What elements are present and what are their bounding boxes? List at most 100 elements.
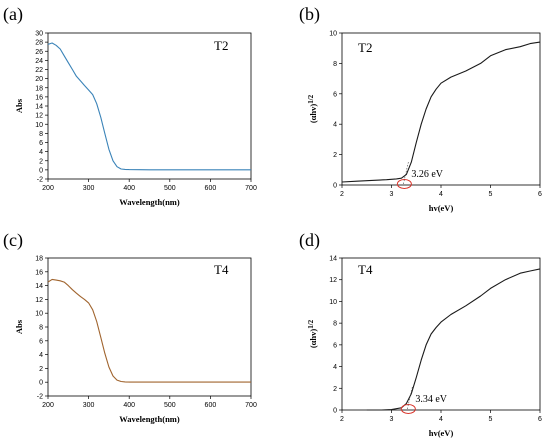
x-tick-label: 700: [245, 402, 257, 409]
data-series-line: [366, 268, 541, 411]
x-tick-label: 5: [489, 191, 493, 198]
x-tick-label: 4: [439, 191, 443, 198]
x-axis-title: Wavelength(nm): [119, 414, 180, 424]
y-tick-label: 4: [39, 149, 43, 156]
x-tick-label: 300: [83, 185, 95, 192]
y-tick-label: 4: [333, 364, 337, 371]
y-tick-label: 6: [39, 338, 43, 345]
y-tick-label: 0: [39, 167, 43, 174]
y-tick-label: 10: [35, 122, 43, 129]
chart-panel-c: (c) 200 300 400 500 600 700 -2 0 2 4 6 8 10 12 14 16 18 Wa…: [3, 230, 257, 424]
plot-frame: [341, 257, 541, 411]
x-tick-label: 400: [123, 185, 135, 192]
x-tick-label: 500: [164, 402, 176, 409]
y-tick-label: 6: [39, 140, 43, 147]
y-tick-label: 14: [329, 256, 337, 263]
x-tick-label: 2: [340, 191, 344, 198]
y-tick-label: 22: [35, 67, 43, 74]
y-tick-label: 0: [333, 408, 337, 415]
x-tick-label: 3: [390, 416, 394, 423]
bandgap-annotation: 3.26 eV: [411, 169, 443, 180]
plot-frame: [341, 32, 541, 186]
y-tick-label: 8: [39, 131, 43, 138]
x-tick-label: 600: [205, 185, 217, 192]
bandgap-annotation: 3.34 eV: [415, 394, 447, 405]
y-tick-label: 24: [35, 58, 43, 65]
sample-tag: T2: [358, 40, 372, 55]
y-tick-label: 2: [333, 152, 337, 159]
panel-label: (c): [3, 230, 23, 251]
y-tick-label: 18: [35, 256, 43, 263]
y-tick-label: 12: [329, 277, 337, 284]
y-tick-label: 18: [35, 85, 43, 92]
y-tick-label: 10: [35, 311, 43, 318]
y-tick-label: 26: [35, 49, 43, 56]
x-tick-label: 5: [489, 416, 493, 423]
x-tick-label: 2: [340, 416, 344, 423]
x-tick-label: 4: [439, 416, 443, 423]
x-axis-title: hv(eV): [429, 203, 454, 213]
x-tick-label: 400: [123, 402, 135, 409]
y-tick-label: 0: [39, 380, 43, 387]
y-tick-label: 20: [35, 76, 43, 83]
data-series-line: [341, 41, 541, 183]
y-tick-label: 6: [333, 91, 337, 98]
y-tick-label: 28: [35, 40, 43, 47]
y-tick-label: 16: [35, 269, 43, 276]
y-tick-label: 30: [35, 31, 43, 38]
plot-frame: [47, 32, 252, 180]
sample-tag: T2: [214, 38, 228, 53]
data-series-line: [47, 42, 251, 171]
sample-tag: T4: [358, 262, 373, 277]
x-tick-label: 6: [538, 416, 542, 423]
y-tick-label: 6: [333, 342, 337, 349]
x-tick-label: 700: [245, 185, 257, 192]
chart-panel-a: (a)200 300 400 500 600 700-202468101214161820…: [3, 4, 257, 207]
y-tick-label: 14: [35, 104, 43, 111]
y-axis-title: (αhv)1/2: [307, 319, 318, 348]
y-tick-label: 8: [333, 61, 337, 68]
y-tick-label: 10: [329, 31, 337, 38]
y-tick-label: 12: [35, 297, 43, 304]
y-tick-label: 4: [333, 122, 337, 129]
y-axis-title-base: (αhv): [308, 104, 318, 124]
y-axis-title-sup: 1/2: [307, 94, 315, 103]
y-tick-label: 14: [35, 283, 43, 290]
y-tick-label: 10: [329, 299, 337, 306]
x-tick-label: 300: [83, 402, 95, 409]
y-tick-label: 8: [39, 325, 43, 332]
chart-panel-d: (d)2 3 4 5 602468101214hv(eV)(αhv)1/2T43.34 …: [299, 230, 542, 438]
y-tick-label: 16: [35, 94, 43, 101]
bandgap-marker-ellipse: [396, 179, 412, 189]
plot-frame: [47, 257, 252, 397]
y-tick-label: 0: [333, 183, 337, 190]
y-axis-title: Abs: [14, 98, 24, 113]
y-tick-label: 2: [39, 158, 43, 165]
x-axis-title: Wavelength(nm): [119, 197, 180, 207]
x-axis-title: hv(eV): [429, 428, 454, 438]
tangent-line: [403, 161, 409, 185]
y-tick-label: 4: [39, 352, 43, 359]
y-axis-title-sup: 1/2: [307, 319, 315, 328]
tangent-line: [407, 386, 413, 410]
y-axis-title-base: (αhv): [308, 329, 318, 349]
x-tick-label: 6: [538, 191, 542, 198]
y-tick-label: 2: [333, 386, 337, 393]
panel-label: (b): [299, 4, 320, 25]
y-axis-title: Abs: [14, 319, 24, 334]
y-tick-label: 12: [35, 113, 43, 120]
y-tick-label: 8: [333, 321, 337, 328]
x-tick-label: 3: [390, 191, 394, 198]
y-tick-label: -2: [37, 394, 43, 401]
panel-label: (d): [299, 230, 320, 251]
x-tick-label: 600: [205, 402, 217, 409]
y-axis-title: (αhv)1/2: [307, 94, 318, 123]
y-tick-label: -2: [37, 177, 43, 184]
sample-tag: T4: [214, 262, 229, 277]
x-tick-label: 200: [42, 402, 54, 409]
x-tick-label: 200: [42, 185, 54, 192]
data-series-line: [47, 278, 251, 383]
x-tick-label: 500: [164, 185, 176, 192]
